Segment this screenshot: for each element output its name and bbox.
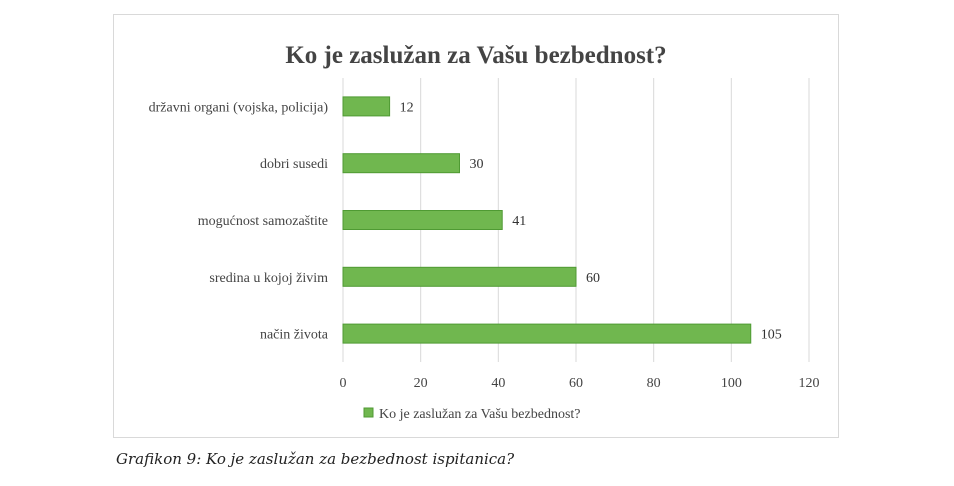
bar (342, 266, 577, 287)
data-label: 60 (586, 271, 600, 286)
legend-label: Ko je zaslužan za Vašu bezbednost? (379, 407, 581, 422)
chart-title: Ko je zaslužan za Vašu bezbednost? (285, 42, 667, 69)
category-label: način života (260, 328, 329, 343)
data-label: 30 (470, 157, 484, 172)
x-tick-label: 0 (340, 376, 347, 391)
x-tick-label: 20 (414, 376, 428, 391)
category-label: sredina u kojoj živim (209, 271, 328, 286)
bar (342, 323, 752, 344)
category-label: dobri susedi (260, 157, 328, 172)
figure-caption: Grafikon 9: Ko je zaslužan za bezbednost… (116, 450, 515, 468)
data-label: 41 (512, 214, 526, 229)
x-tick-label: 120 (799, 376, 820, 391)
data-label: 105 (761, 328, 782, 343)
legend-swatch (363, 407, 374, 418)
x-tick-label: 80 (647, 376, 661, 391)
data-label: 12 (400, 100, 414, 115)
x-tick-label: 40 (491, 376, 505, 391)
bar (342, 96, 391, 117)
bar (342, 210, 503, 230)
category-label: mogućnost samozaštite (198, 214, 328, 229)
x-tick-label: 60 (569, 376, 583, 391)
category-label: državni organi (vojska, policija) (149, 100, 329, 115)
bar (342, 153, 460, 174)
x-tick-label: 100 (721, 376, 742, 391)
